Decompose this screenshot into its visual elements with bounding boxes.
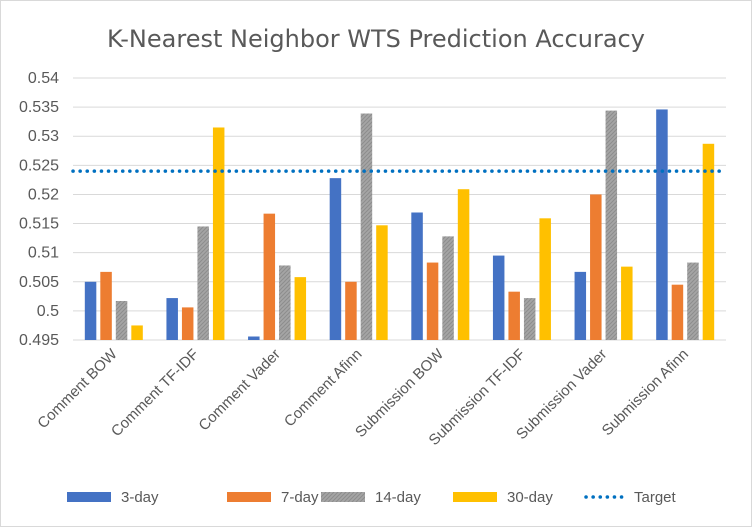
y-tick-label: 0.515 <box>19 216 59 233</box>
y-tick-label: 0.525 <box>19 157 59 174</box>
bar-14-day-1 <box>197 226 209 340</box>
bar-3-day-6 <box>574 271 587 340</box>
legend: 3-day 7-day 14-day 30-day Target <box>67 489 677 506</box>
y-tick-label: 0.495 <box>19 332 59 349</box>
category-label: Comment Afinn <box>281 346 366 431</box>
bar-7-day-7 <box>671 284 684 340</box>
y-tick-label: 0.53 <box>28 128 59 145</box>
bar-30-day-6 <box>621 266 633 340</box>
category-label: Submission Vader <box>513 346 610 443</box>
y-tick-label: 0.54 <box>28 70 59 87</box>
legend-swatch-3-day <box>67 492 111 502</box>
bar-30-day-7 <box>702 143 715 340</box>
bar-14-day-5 <box>523 298 536 340</box>
y-tick-label: 0.505 <box>19 274 59 291</box>
grid-layer <box>73 77 726 341</box>
bar-14-day-7 <box>687 262 699 340</box>
bar-30-day-4 <box>457 189 470 340</box>
legend-swatch-7-day <box>227 492 271 502</box>
bar-7-day-6 <box>590 194 602 340</box>
category-label: Comment TF-IDF <box>108 346 202 440</box>
legend-label-14-day: 14-day <box>375 489 421 506</box>
bar-30-day-3 <box>376 225 388 340</box>
category-label: Comment Vader <box>195 346 283 434</box>
y-tick-label: 0.51 <box>28 245 59 262</box>
legend-swatch-14-day <box>321 492 365 502</box>
bar-14-day-6 <box>605 110 618 340</box>
legend-label-7-day: 7-day <box>281 489 319 506</box>
y-tick-label: 0.535 <box>19 99 59 116</box>
bar-3-day-3 <box>329 178 342 340</box>
legend-label-target: Target <box>634 489 677 506</box>
bar-3-day-5 <box>492 255 505 340</box>
bar-3-day-0 <box>84 281 97 340</box>
legend-label-3-day: 3-day <box>121 489 159 506</box>
category-label: Submission Afinn <box>599 346 692 439</box>
y-tick-label: 0.52 <box>28 186 59 203</box>
bar-30-day-1 <box>212 127 225 340</box>
bar-7-day-5 <box>508 291 520 340</box>
legend-label-30-day: 30-day <box>507 489 553 506</box>
bar-14-day-0 <box>115 300 128 340</box>
bar-7-day-3 <box>345 281 357 340</box>
bar-7-day-2 <box>263 213 276 340</box>
bar-3-day-1 <box>166 298 178 340</box>
bar-layer <box>84 109 715 340</box>
bar-30-day-5 <box>539 218 551 340</box>
bar-3-day-4 <box>411 212 423 340</box>
bar-3-day-7 <box>656 109 668 340</box>
bar-3-day-2 <box>248 336 260 340</box>
bar-7-day-0 <box>100 271 112 340</box>
y-tick-label: 0.5 <box>37 303 59 320</box>
bar-14-day-4 <box>442 236 454 340</box>
chart-title: K-Nearest Neighbor WTS Prediction Accura… <box>107 25 645 53</box>
bar-14-day-3 <box>360 113 373 340</box>
bar-30-day-2 <box>294 277 307 340</box>
bar-7-day-4 <box>426 262 439 340</box>
category-label: Submission BOW <box>352 345 448 441</box>
bar-14-day-2 <box>279 265 291 340</box>
category-label: Comment BOW <box>34 345 121 432</box>
bar-30-day-0 <box>131 325 143 340</box>
bar-7-day-1 <box>181 307 194 340</box>
legend-swatch-30-day <box>453 492 497 502</box>
